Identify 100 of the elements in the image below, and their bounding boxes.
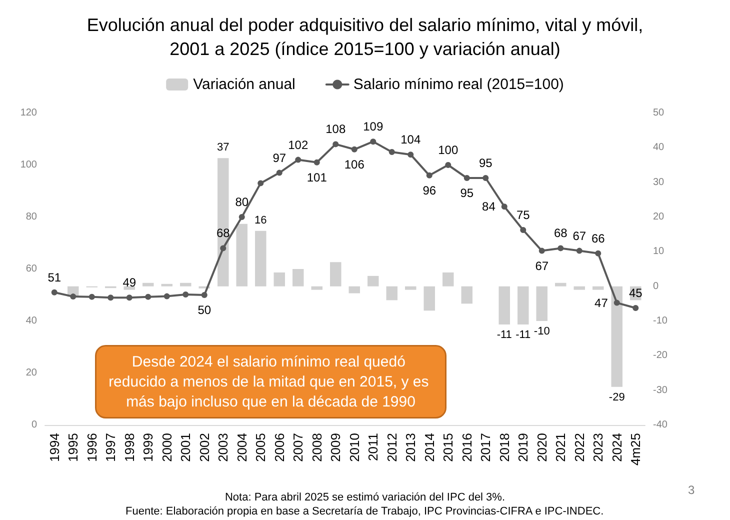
y-tick-label: 40 xyxy=(26,316,38,326)
point xyxy=(126,294,132,301)
bar xyxy=(574,286,585,290)
x-tick-label: 2016 xyxy=(459,433,474,462)
x-tick-label: 2007 xyxy=(290,433,306,462)
bar xyxy=(442,272,454,286)
data-label: 108 xyxy=(326,122,346,136)
bar xyxy=(555,282,566,286)
data-label: 68 xyxy=(216,226,230,240)
data-label: 67 xyxy=(572,228,586,243)
x-tick-label: 2020 xyxy=(534,433,550,462)
data-label: 84 xyxy=(482,200,496,214)
point xyxy=(351,146,358,152)
annotation: Desde 2024 el salario mínimo real quedó reducido a menos de la mitad que en 2015, y es más bajo incluso que en la década de 1990 xyxy=(108,353,433,410)
point xyxy=(614,300,620,306)
point xyxy=(632,305,639,311)
bar xyxy=(255,230,266,286)
y2-tick-label: -30 xyxy=(653,384,668,396)
x-tick-label: 2021 xyxy=(553,433,568,462)
point xyxy=(501,204,508,210)
point xyxy=(164,293,170,300)
data-label: 95 xyxy=(460,186,474,200)
x-tick-label: 4m25 xyxy=(628,433,644,466)
y-tick-label: 0 xyxy=(31,420,38,430)
data-label: 106 xyxy=(344,157,365,172)
x-tick-label: 1996 xyxy=(84,433,100,462)
data-label: 16 xyxy=(254,214,267,226)
point xyxy=(276,170,282,176)
data-label: 97 xyxy=(272,150,286,165)
text: Nota: Para abril 2025 se estimó variación del IPC del 3%. xyxy=(224,492,506,504)
text: 3 xyxy=(688,483,695,497)
data-label: 102 xyxy=(288,138,308,152)
x-tick-label: 2024 xyxy=(609,433,624,462)
data-label: 66 xyxy=(591,231,606,246)
y-tick-label: 120 xyxy=(20,108,38,118)
bar xyxy=(218,158,229,286)
data-label: 101 xyxy=(306,170,328,184)
x-tick-label: 2019 xyxy=(516,433,531,462)
data-label: 37 xyxy=(217,142,230,154)
x-tick-label: 2000 xyxy=(159,433,174,462)
bar xyxy=(348,286,360,294)
point xyxy=(258,180,264,186)
y2-tick-label: 10 xyxy=(653,246,665,258)
y2-tick-label: 0 xyxy=(653,280,659,292)
point xyxy=(482,175,489,181)
bar xyxy=(311,286,322,290)
data-label: 50 xyxy=(198,303,212,317)
x-tick-label: 2017 xyxy=(478,433,494,462)
point xyxy=(520,227,526,233)
data-label: 67 xyxy=(535,258,549,273)
point xyxy=(108,294,114,301)
y2-tick-label: 50 xyxy=(653,108,665,118)
bar xyxy=(142,282,154,286)
bar xyxy=(424,286,435,311)
bar xyxy=(330,262,342,286)
x-tick-label: 2012 xyxy=(384,433,400,462)
data-label: -11 xyxy=(516,328,531,341)
point xyxy=(538,248,545,254)
point xyxy=(182,291,189,298)
bar xyxy=(536,286,548,321)
bar xyxy=(592,286,604,290)
y2-tick-label: 40 xyxy=(653,142,665,154)
data-label: 100 xyxy=(438,143,458,157)
data-label: -10 xyxy=(534,326,550,338)
data-label: 109 xyxy=(363,120,384,134)
point xyxy=(145,294,152,300)
y-tick-label: 80 xyxy=(26,212,38,222)
data-label: 104 xyxy=(400,132,421,147)
data-label: 68 xyxy=(554,226,568,240)
x-tick-label: 1995 xyxy=(66,433,81,462)
x-tick-label: 2004 xyxy=(234,433,250,462)
bar xyxy=(274,272,285,286)
x-tick-label: 1998 xyxy=(122,433,137,462)
data-label: -29 xyxy=(608,391,625,404)
bar xyxy=(518,286,529,324)
point xyxy=(558,245,564,252)
bar xyxy=(461,286,472,304)
y2-tick-label: -20 xyxy=(653,350,668,362)
x-tick-label: 2002 xyxy=(196,433,212,462)
x-tick-label: 2003 xyxy=(216,433,231,462)
x-tick-label: 2008 xyxy=(309,433,324,462)
x-tick-label: 2009 xyxy=(328,433,344,462)
y-tick-label: 100 xyxy=(20,160,38,170)
legend-label: Salario mínimo real (2015=100) xyxy=(353,76,564,93)
x-tick-label: 2022 xyxy=(572,433,587,462)
x-tick-label: 2018 xyxy=(496,433,512,462)
x-tick-label: 2011 xyxy=(366,433,381,461)
point xyxy=(426,172,432,178)
bar xyxy=(292,269,304,286)
x-tick-label: 1994 xyxy=(46,433,62,462)
x-tick-label: 2023 xyxy=(590,433,606,462)
bar xyxy=(386,286,398,300)
y2-tick-label: 20 xyxy=(653,212,665,222)
x-tick-label: 2015 xyxy=(440,433,456,462)
y-tick-label: 20 xyxy=(26,368,38,378)
bar xyxy=(498,286,510,324)
y2-tick-label: -40 xyxy=(653,420,668,430)
bar xyxy=(611,286,622,387)
x-tick-label: 1997 xyxy=(103,433,118,462)
x-tick-label: 2005 xyxy=(253,433,268,462)
